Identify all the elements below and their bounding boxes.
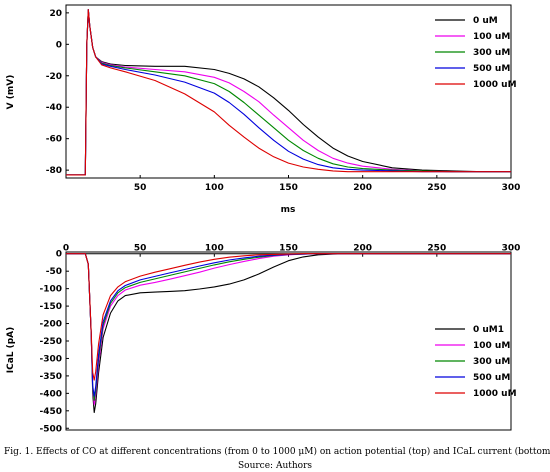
y-tick-label: -50 [46, 267, 62, 277]
series-line-3 [66, 9, 511, 176]
x-tick-label: 0 [63, 244, 69, 254]
top-plot-frame [65, 4, 512, 179]
figure-caption: Fig. 1. Effects of CO at different conce… [4, 447, 550, 457]
x-tick-label: 100 [205, 244, 224, 254]
series-line-0 [66, 253, 511, 414]
legend-label: 1000 uM [473, 389, 517, 399]
y-tick-label: -150 [39, 302, 62, 312]
y-tick-label: -80 [46, 166, 62, 176]
x-tick-label: 150 [279, 183, 298, 193]
legend-label: 0 uM1 [473, 325, 504, 335]
legend-label: 300 uM [473, 357, 510, 367]
y-tick-label: 20 [49, 9, 62, 19]
x-tick-label: 300 [502, 244, 521, 254]
y-tick-label: -450 [39, 407, 62, 417]
x-tick-label: 300 [502, 183, 521, 193]
series-line-2 [66, 253, 511, 401]
bottom-legend: 0 uM1 100 uM 300 uM 500 uM 1000 uM [435, 325, 517, 399]
x-tick-label: 200 [353, 183, 372, 193]
legend-label: 100 uM [473, 32, 510, 42]
top-series-lines [66, 9, 511, 176]
legend-label: 500 uM [473, 373, 510, 383]
y-tick-label: 0 [56, 250, 62, 260]
ical-current-chart: 0 50 100 150 200 250 300 0 -50 -100 -150 -200 -250 -3… [6, 244, 520, 435]
figure-source: Source: Authors [238, 461, 312, 471]
x-tick-label: 250 [427, 183, 446, 193]
series-line-2 [66, 9, 511, 176]
x-tick-label: 150 [279, 244, 298, 254]
legend-label: 0 uM [473, 16, 498, 26]
y-tick-label: -20 [46, 72, 62, 82]
series-line-4 [66, 9, 511, 176]
series-line-1 [66, 9, 511, 176]
legend-label: 100 uM [473, 341, 510, 351]
legend-label: 1000 uM [473, 80, 517, 90]
top-y-axis-label: V (mV) [6, 75, 16, 110]
x-tick-label: 250 [427, 244, 446, 254]
x-tick-label: 200 [353, 244, 372, 254]
series-line-4 [66, 253, 511, 381]
y-tick-label: -400 [39, 389, 62, 399]
top-legend: 0 uM 100 uM 300 uM 500 uM 1000 uM [435, 16, 517, 90]
bottom-series-lines [66, 253, 511, 414]
series-line-3 [66, 253, 511, 397]
bottom-axis-ticks: 0 50 100 150 200 250 300 0 -50 -100 -150 -200 -250 -3… [39, 244, 520, 435]
top-x-axis-label: ms [281, 205, 296, 215]
bottom-y-axis-label: ICaL (pA) [6, 327, 16, 374]
y-tick-label: -40 [46, 103, 62, 113]
y-tick-label: -350 [39, 372, 62, 382]
y-tick-label: -500 [39, 424, 62, 434]
y-tick-label: -60 [46, 135, 62, 145]
legend-label: 500 uM [473, 64, 510, 74]
y-tick-label: 0 [56, 40, 62, 50]
y-tick-label: -100 [39, 285, 62, 295]
y-tick-label: -300 [39, 354, 62, 364]
y-tick-label: -250 [39, 337, 62, 347]
legend-label: 300 uM [473, 48, 510, 58]
x-tick-label: 100 [205, 183, 224, 193]
series-line-0 [66, 9, 511, 176]
x-tick-label: 50 [134, 183, 147, 193]
y-tick-label: -200 [39, 320, 62, 330]
x-tick-label: 50 [134, 244, 147, 254]
